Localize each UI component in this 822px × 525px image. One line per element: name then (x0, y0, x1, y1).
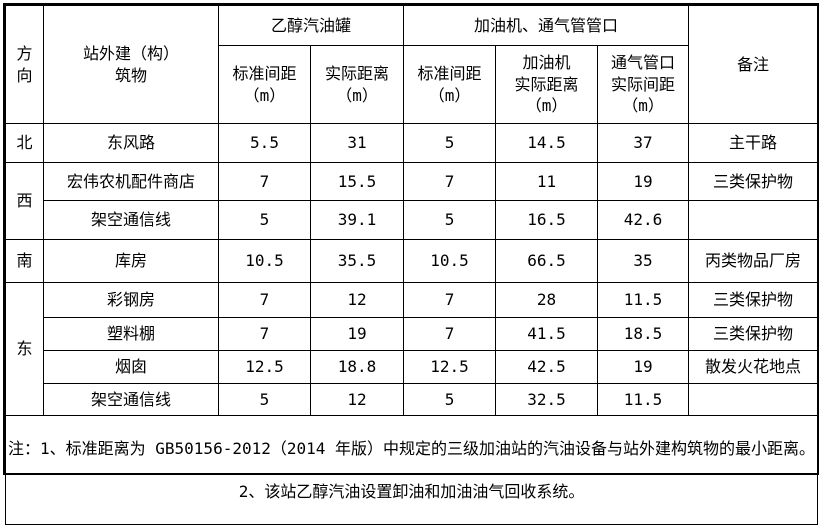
tank-std-cell: 5.5 (218, 123, 311, 163)
pump-actual-cell: 14.5 (495, 123, 599, 163)
pump-std-cell: 10.5 (403, 239, 497, 283)
pump-actual-header: 加油机 实际距离 （m） (495, 45, 599, 124)
pump-std-cell: 7 (403, 282, 497, 318)
tank-actual-cell: 18.8 (309, 350, 405, 384)
vent-actual-cell: 11.5 (597, 282, 690, 318)
pump-actual-cell: 32.5 (495, 383, 599, 416)
remark-cell (688, 383, 819, 416)
pump-std-cell: 7 (403, 317, 497, 351)
remark-cell: 散发火花地点 (688, 350, 819, 384)
tank-actual-header: 实际距离 （m） (309, 45, 405, 124)
vent-actual-cell: 18.5 (597, 317, 690, 351)
tank-std-header: 标准间距 （m） (218, 45, 311, 124)
tank-actual-cell: 15.5 (309, 162, 405, 201)
building-cell: 架空通信线 (43, 200, 219, 240)
pump-std-cell: 5 (403, 200, 497, 240)
tank-actual-cell: 35.5 (309, 239, 405, 283)
table-row: 东 彩钢房 7 12 7 28 11.5 三类保护物 (5, 282, 819, 416)
tank-std-cell: 7 (218, 317, 311, 351)
building-cell: 塑料棚 (43, 317, 219, 351)
pump-actual-cell: 42.5 (495, 350, 599, 384)
direction-cell: 北 (5, 123, 44, 163)
table-row: 西 宏伟农机配件商店 7 15.5 7 11 19 三类保护物 (5, 162, 819, 240)
remark-cell (688, 200, 819, 240)
tank-actual-cell: 12 (309, 383, 405, 416)
pump-actual-cell: 28 (495, 282, 599, 318)
building-cell: 库房 (43, 239, 219, 283)
table-row: 南 库房 10.5 35.5 10.5 66.5 35 丙类物品厂房 (5, 239, 819, 283)
tank-group-header: 乙醇汽油罐 (217, 5, 405, 46)
header-row-sub: 标准间距 （m） 实际距离 （m） 标准间距 （m） 加油机 实际距离 （m） … (6, 45, 818, 124)
building-cell: 架空通信线 (43, 383, 219, 416)
pump-actual-cell: 11 (495, 162, 599, 201)
pump-std-cell: 12.5 (403, 350, 497, 384)
vent-actual-cell: 42.6 (597, 200, 690, 240)
direction-cell: 西 (5, 162, 44, 240)
remark-cell: 三类保护物 (688, 162, 819, 201)
building-cell: 东风路 (43, 123, 219, 163)
tank-std-cell: 7 (218, 282, 311, 318)
tank-actual-cell: 31 (309, 123, 405, 163)
direction-cell: 南 (5, 239, 44, 283)
building-header: 站外建（构） 筑物 (43, 5, 219, 124)
table-row: 北 东风路 5.5 31 5 14.5 37 主干路 (5, 123, 819, 163)
tank-std-cell: 12.5 (218, 350, 311, 384)
remark-header: 备注 (688, 5, 819, 124)
pump-std-cell: 5 (403, 123, 497, 163)
tank-actual-cell: 12 (309, 282, 405, 318)
building-cell: 宏伟农机配件商店 (43, 162, 219, 201)
pump-group-header: 加油机、通气管管口 (403, 5, 690, 46)
notes: 注：1、标准距离为 GB50156-2012（2014 年版）中规定的三级加油站… (4, 415, 819, 525)
vent-actual-header: 通气管口 实际间距 （m） (597, 45, 690, 124)
note-line-2: 2、该站乙醇汽油设置卸油和加油油气回收系统。 (238, 481, 585, 501)
direction-header: 方 向 (5, 5, 44, 124)
note-line-1: 注：1、标准距离为 GB50156-2012（2014 年版）中规定的三级加油站… (8, 438, 816, 458)
pump-actual-cell: 66.5 (495, 239, 599, 283)
tank-actual-cell: 39.1 (309, 200, 405, 240)
pump-std-cell: 5 (403, 383, 497, 416)
header-row-groups: 方 向 站外建（构） 筑物 乙醇汽油罐 加油机、通气管管口 备注 (5, 5, 819, 124)
distance-table: 方 向 站外建（构） 筑物 乙醇汽油罐 加油机、通气管管口 备注 标准间距 （m… (4, 5, 819, 525)
pump-actual-cell: 16.5 (495, 200, 599, 240)
vent-actual-cell: 19 (597, 350, 690, 384)
vent-actual-cell: 37 (597, 123, 690, 163)
vent-actual-cell: 35 (597, 239, 690, 283)
table-frame: 方 向 站外建（构） 筑物 乙醇汽油罐 加油机、通气管管口 备注 标准间距 （m… (3, 3, 819, 525)
tank-std-cell: 5 (218, 383, 311, 416)
building-cell: 烟囱 (43, 350, 219, 384)
notes-row: 注：1、标准距离为 GB50156-2012（2014 年版）中规定的三级加油站… (4, 415, 819, 525)
table-row: 塑料棚 7 19 7 41.5 18.5 三类保护物 (6, 317, 819, 351)
vent-actual-cell: 19 (597, 162, 690, 201)
remark-cell: 三类保护物 (688, 282, 819, 318)
tank-std-cell: 7 (218, 162, 311, 201)
table-row: 架空通信线 5 12 5 32.5 11.5 (6, 383, 819, 416)
pump-actual-cell: 41.5 (495, 317, 599, 351)
tank-actual-cell: 19 (309, 317, 405, 351)
table-row: 烟囱 12.5 18.8 12.5 42.5 19 散发火花地点 (6, 350, 819, 384)
direction-cell: 东 (5, 282, 44, 416)
remark-cell: 三类保护物 (688, 317, 819, 351)
tank-std-cell: 10.5 (218, 239, 311, 283)
pump-std-header: 标准间距 （m） (403, 45, 497, 124)
vent-actual-cell: 11.5 (597, 383, 690, 416)
remark-cell: 主干路 (688, 123, 819, 163)
building-cell: 彩钢房 (43, 282, 219, 318)
tank-std-cell: 5 (218, 200, 311, 240)
table-row: 架空通信线 5 39.1 5 16.5 42.6 (6, 200, 819, 240)
remark-cell: 丙类物品厂房 (688, 239, 819, 283)
pump-std-cell: 7 (403, 162, 497, 201)
